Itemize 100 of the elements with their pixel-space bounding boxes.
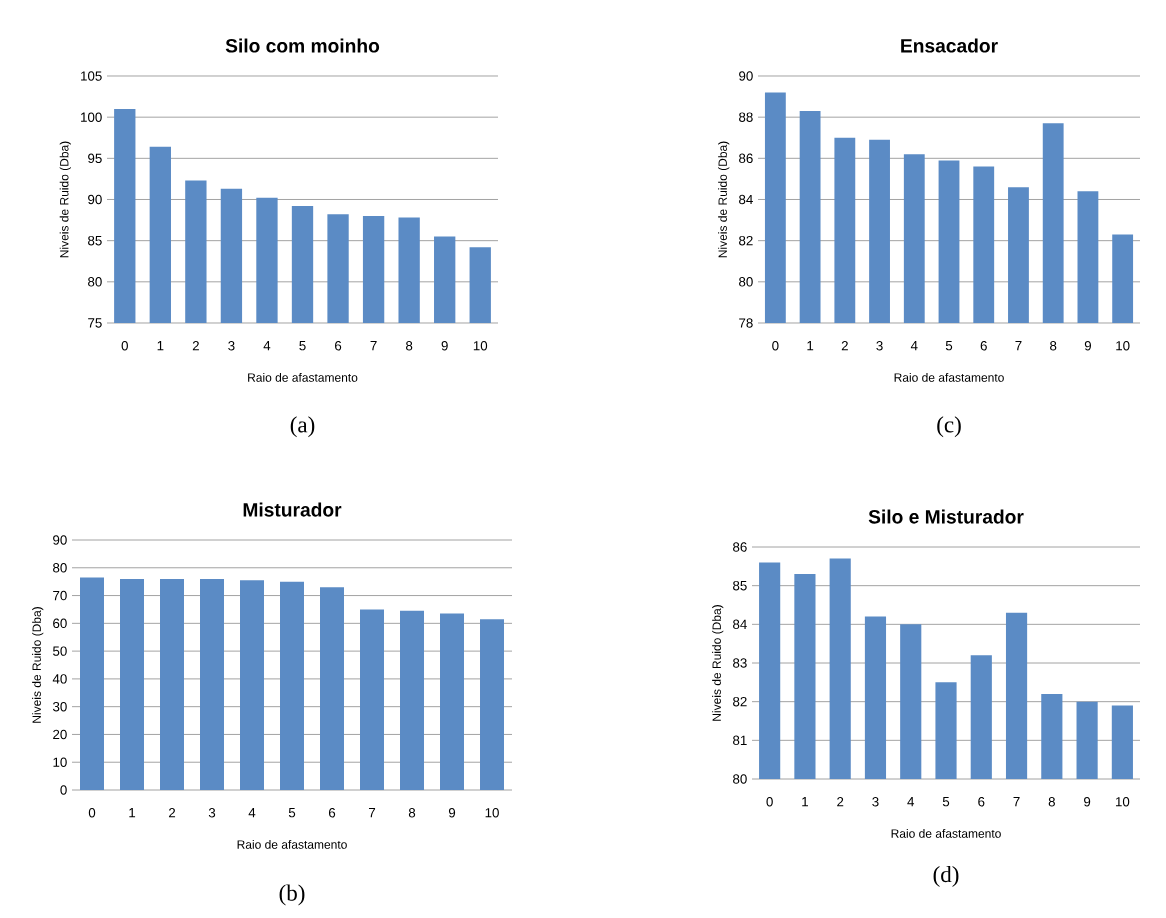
x-tick-label: 0: [766, 797, 773, 807]
x-tick-label: 1: [157, 341, 164, 351]
x-tick-label: 2: [192, 341, 199, 351]
y-tick-label: 70: [53, 590, 67, 601]
x-tick-label: 8: [406, 341, 413, 351]
x-tick-label: 7: [1015, 341, 1022, 351]
x-tick-label: 3: [876, 341, 883, 351]
y-tick-label: 75: [88, 318, 102, 328]
x-tick-label: 4: [910, 341, 918, 351]
y-axis-title: Niveis de Ruido (Dba): [59, 141, 71, 258]
x-tick-label: 9: [441, 341, 448, 351]
y-tick-label: 82: [739, 235, 753, 246]
x-tick-label: 5: [299, 341, 306, 351]
bar: [200, 578, 225, 790]
y-tick-label: 30: [52, 701, 67, 712]
y-tick-label: 60: [53, 618, 67, 629]
x-tick-label: 10: [485, 808, 499, 818]
y-tick-label: 0: [60, 785, 67, 795]
x-tick-label: 8: [1048, 797, 1055, 807]
x-tick-label: 7: [370, 341, 377, 351]
chart-title: Ensacador: [901, 38, 998, 53]
x-tick-label: 9: [448, 808, 456, 818]
x-tick-label: 1: [807, 341, 814, 351]
y-tick-label: 80: [733, 774, 747, 784]
y-tick-label: 86: [733, 542, 747, 552]
y-tick-label: 20: [53, 729, 67, 740]
y-tick-label: 90: [88, 194, 102, 205]
x-tick-label: 2: [841, 341, 848, 351]
x-tick-label: 9: [1084, 341, 1092, 351]
x-axis-title: Raio de afastamento: [894, 372, 1004, 382]
x-tick-label: 5: [288, 808, 296, 818]
y-tick-label: 78: [739, 318, 753, 328]
y-tick-label: 85: [733, 580, 747, 591]
y-axis-title: Niveis de Ruido (Dba): [32, 607, 44, 723]
x-tick-label: 3: [872, 797, 879, 807]
x-tick-label: 1: [802, 797, 808, 807]
y-tick-label: 80: [739, 277, 753, 287]
bar: [320, 587, 345, 790]
chart-title: Misturador: [243, 502, 342, 517]
x-tick-label: 10: [1115, 797, 1130, 807]
x-axis-title: Raio de afastamento: [891, 828, 1001, 838]
chart-title: Silo e Misturador: [868, 509, 1024, 524]
chart-title: Silo com moinho: [225, 38, 380, 53]
y-tick-label: 10: [53, 757, 67, 767]
x-tick-label: 6: [978, 797, 985, 807]
bar: [80, 577, 104, 790]
x-tick-label: 9: [1084, 797, 1091, 807]
x-tick-label: 8: [408, 808, 416, 818]
x-tick-label: 10: [1116, 341, 1130, 351]
y-tick-label: 82: [733, 696, 747, 707]
y-axis-title: Niveis de Ruido (Dba): [712, 605, 724, 721]
x-tick-label: 6: [980, 341, 987, 351]
x-tick-label: 8: [1050, 341, 1057, 351]
y-tick-label: 90: [53, 535, 67, 545]
text: (a): [290, 416, 315, 438]
bar: [160, 578, 184, 790]
y-tick-label: 83: [733, 658, 747, 668]
y-tick-label: 80: [53, 563, 67, 573]
x-tick-label: 2: [168, 808, 176, 818]
x-tick-label: 0: [772, 341, 779, 351]
x-tick-label: 2: [837, 797, 844, 807]
text: (d): [933, 865, 959, 887]
y-axis-title: Niveis de Ruido (Dba): [718, 141, 730, 258]
bar: [280, 581, 304, 790]
y-tick-label: 50: [53, 646, 67, 656]
bar: [240, 580, 264, 790]
y-tick-label: 85: [88, 235, 102, 246]
x-tick-label: 6: [335, 341, 342, 351]
y-tick-label: 88: [739, 112, 753, 122]
x-tick-label: 4: [248, 808, 256, 818]
y-tick-label: 100: [81, 112, 102, 122]
x-tick-label: 4: [907, 797, 915, 807]
y-tick-label: 40: [52, 674, 67, 684]
x-tick-label: 6: [328, 808, 336, 818]
x-tick-label: 7: [1013, 797, 1020, 807]
x-tick-label: 10: [473, 341, 488, 351]
y-tick-label: 105: [81, 71, 102, 81]
bar: [120, 578, 144, 790]
y-tick-label: 90: [739, 71, 753, 81]
bar: [480, 619, 504, 790]
x-axis-title: Raio de afastamento: [248, 372, 358, 382]
bar: [440, 613, 465, 790]
y-tick-label: 86: [739, 153, 753, 164]
text: (c): [937, 416, 961, 438]
x-tick-label: 5: [942, 797, 950, 807]
x-tick-label: 1: [129, 808, 136, 818]
y-tick-label: 81: [733, 735, 747, 746]
x-tick-label: 3: [208, 808, 216, 818]
text: (b): [279, 884, 305, 906]
x-tick-label: 5: [945, 341, 953, 351]
x-tick-label: 7: [368, 808, 376, 818]
bar: [400, 610, 425, 790]
y-tick-label: 95: [88, 153, 102, 164]
x-tick-label: 0: [121, 341, 128, 351]
x-tick-label: 4: [263, 341, 271, 351]
y-tick-label: 84: [739, 194, 753, 205]
bar: [360, 609, 384, 790]
x-tick-label: 3: [228, 341, 235, 351]
x-axis-title: Raio de afastamento: [237, 839, 347, 849]
y-tick-label: 80: [88, 277, 102, 287]
